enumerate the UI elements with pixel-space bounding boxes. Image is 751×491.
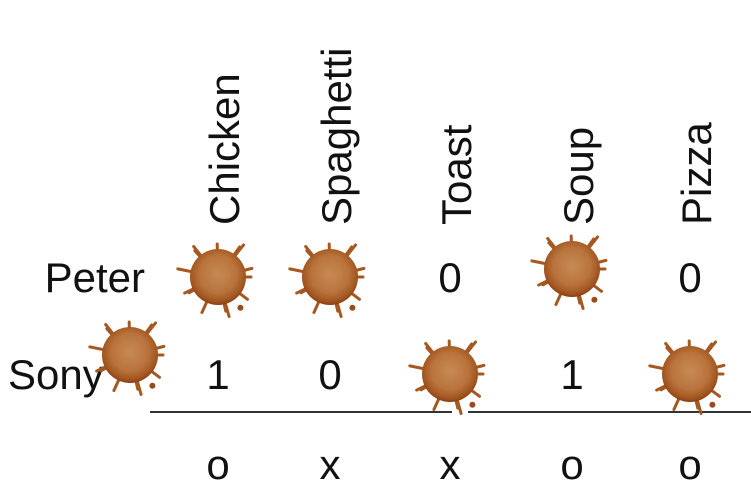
cell: 0 <box>678 254 701 301</box>
stain <box>88 320 166 396</box>
stain-body <box>662 346 718 402</box>
stains <box>88 234 726 415</box>
column-header: Spaghetti <box>313 48 360 225</box>
cell: 0 <box>318 351 341 398</box>
cell: 1 <box>560 351 583 398</box>
stain <box>648 339 726 415</box>
stain-body <box>422 346 478 402</box>
stain-drop <box>149 382 156 389</box>
column-header: Toast <box>433 124 480 225</box>
stain-drop <box>591 296 598 303</box>
stain-body <box>102 327 158 383</box>
stain-body <box>190 249 246 305</box>
stain-drop <box>709 401 716 408</box>
table-content: Chicken Spaghetti Toast Soup Pizza Peter 0 0 Son… <box>8 48 720 489</box>
footer-mark: x <box>320 441 341 488</box>
cell: 1 <box>206 351 229 398</box>
footer-mark: o <box>206 441 229 488</box>
stain-drop <box>349 304 356 311</box>
stain-drop <box>237 304 244 311</box>
stain <box>530 234 608 310</box>
column-header: Pizza <box>673 122 720 225</box>
stain-drop <box>469 401 476 408</box>
stain <box>288 242 366 318</box>
column-header: Chicken <box>201 73 248 225</box>
footer-mark: o <box>678 441 701 488</box>
cell: 0 <box>438 254 461 301</box>
footer-mark: o <box>560 441 583 488</box>
stain-body <box>302 249 358 305</box>
column-header: Soup <box>555 127 602 225</box>
row-label: Sony <box>8 351 104 398</box>
stain-body <box>544 241 600 297</box>
footer-mark: x <box>440 441 461 488</box>
stain <box>408 339 486 415</box>
stain <box>176 242 254 318</box>
row-label: Peter <box>45 254 145 301</box>
